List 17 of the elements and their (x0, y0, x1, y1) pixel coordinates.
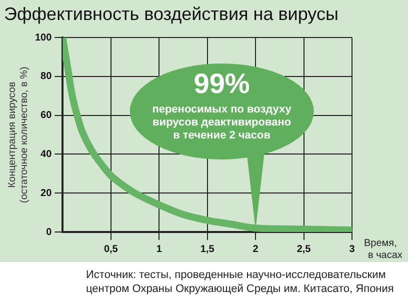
y-tick-label: 40 (40, 148, 52, 160)
x-axis-title: Время, в часах (364, 238, 402, 261)
x-tick-label: 0,5 (104, 244, 118, 255)
y-tick-label: 20 (40, 188, 52, 199)
y-tick-label: 80 (40, 71, 52, 82)
x-tick-label: 1,5 (200, 244, 215, 255)
text: Источник: тесты, проведенные научно-исследовательским центром Охраны Окружающей Среды им. Китасато, Япония (86, 268, 395, 296)
y-tick-label: 60 (40, 110, 52, 122)
y-axis-title: Концентрация вирусов (остаточное количество, в %) (6, 66, 30, 203)
x-tick-label: 2,5 (296, 244, 312, 255)
x-tick-label: 1 (156, 244, 162, 255)
y-tick-label: 0 (46, 226, 52, 238)
chart-title: Эффективность воздействия на вирусы (4, 4, 338, 24)
x-tick-label: 3 (349, 244, 356, 255)
annotation: 99% переносимых по воздуху вирусов деактивировано в течение 2 часов (152, 68, 292, 142)
x-tick-label: 2 (252, 244, 259, 255)
y-tick-label: 100 (34, 32, 52, 44)
